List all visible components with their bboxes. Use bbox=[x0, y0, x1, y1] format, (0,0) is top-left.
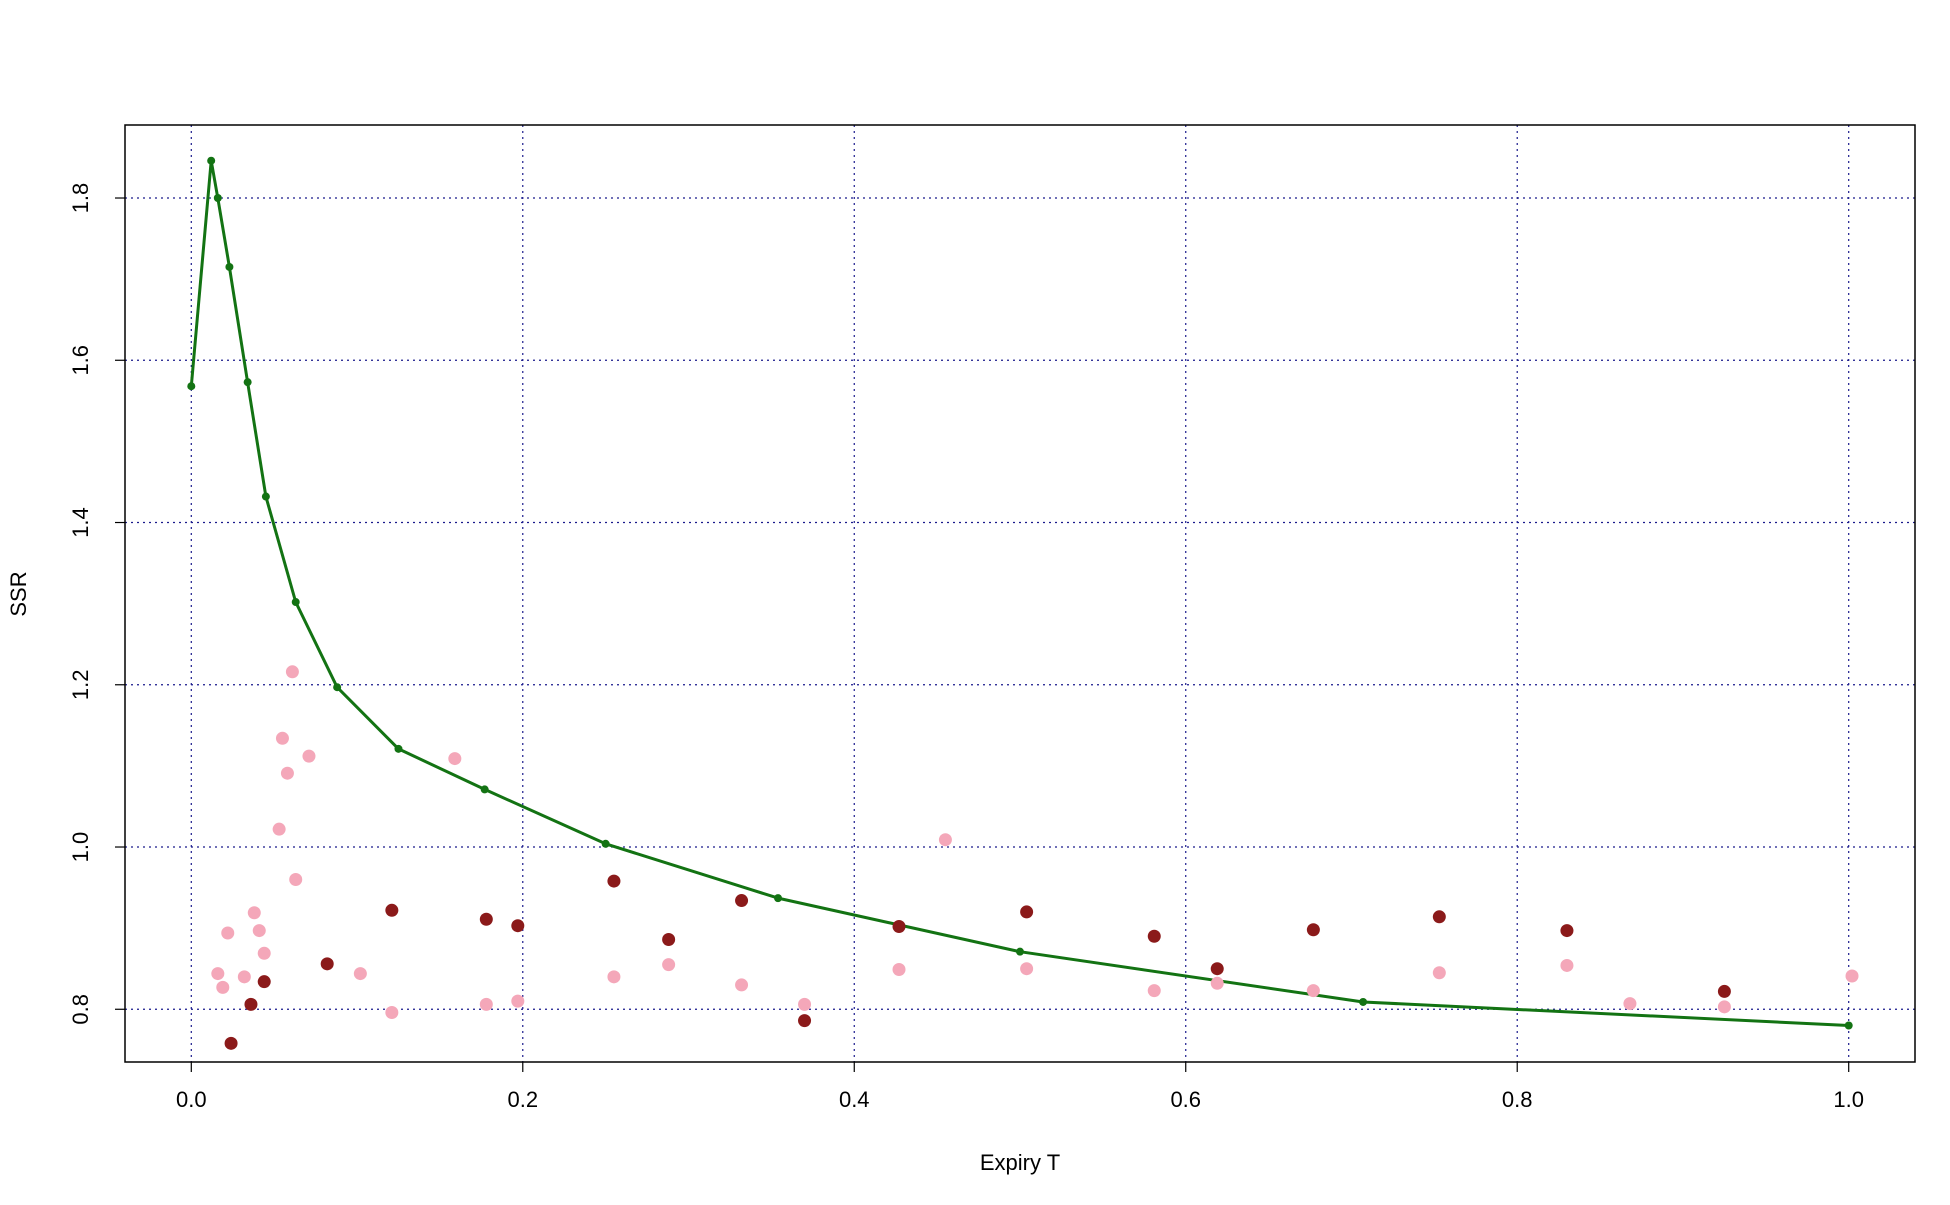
light-data-point bbox=[302, 749, 316, 763]
light-data-point bbox=[221, 926, 235, 940]
dark-data-point bbox=[1306, 923, 1320, 937]
curve-marker bbox=[1359, 997, 1368, 1006]
dark-data-point bbox=[257, 975, 271, 989]
dark-data-point bbox=[511, 919, 525, 933]
x-tick-label: 0.8 bbox=[1502, 1087, 1533, 1112]
fitted-curve-line bbox=[189, 159, 1849, 1027]
curve-marker bbox=[394, 744, 403, 753]
dark-data-point bbox=[892, 920, 906, 934]
grid-layer bbox=[125, 125, 1915, 1062]
y-tick-label: 1.8 bbox=[68, 183, 93, 214]
light-data-point bbox=[798, 997, 812, 1011]
light-data-point bbox=[252, 924, 266, 938]
dark-data-point bbox=[479, 912, 493, 926]
light-data-point bbox=[285, 665, 299, 679]
y-tick-label: 1.6 bbox=[68, 345, 93, 376]
light-data-point bbox=[211, 967, 225, 981]
y-tick-label: 1.0 bbox=[68, 832, 93, 863]
dark-data-point bbox=[385, 903, 399, 917]
x-axis-label: Expiry T bbox=[980, 1150, 1060, 1175]
curve-marker bbox=[213, 194, 222, 203]
light-data-point bbox=[1560, 958, 1574, 972]
dark-data-point bbox=[1717, 984, 1731, 998]
points-layer bbox=[211, 665, 1859, 1050]
light-data-point bbox=[735, 978, 749, 992]
x-tick-label: 1.0 bbox=[1833, 1087, 1864, 1112]
dark-data-point bbox=[735, 894, 749, 908]
y-tick-label: 0.8 bbox=[68, 994, 93, 1025]
light-data-point bbox=[289, 872, 303, 886]
light-data-point bbox=[1845, 969, 1859, 983]
y-tick-label: 1.4 bbox=[68, 507, 93, 538]
light-data-point bbox=[1020, 962, 1034, 976]
light-data-point bbox=[257, 946, 271, 960]
dark-data-point bbox=[607, 874, 621, 888]
dark-data-point bbox=[320, 957, 334, 971]
curve-marker bbox=[774, 894, 783, 903]
x-tick-label: 0.6 bbox=[1170, 1087, 1201, 1112]
light-data-point bbox=[280, 766, 294, 780]
light-data-point bbox=[1147, 984, 1161, 998]
light-data-point bbox=[511, 994, 525, 1008]
dark-data-point bbox=[1432, 910, 1446, 924]
dark-data-point bbox=[244, 997, 258, 1011]
dark-data-point bbox=[1147, 929, 1161, 943]
light-data-point bbox=[1623, 997, 1637, 1011]
light-data-point bbox=[272, 822, 286, 836]
light-data-point bbox=[1432, 966, 1446, 980]
light-data-point bbox=[216, 980, 230, 994]
light-data-point bbox=[247, 906, 261, 920]
light-data-point bbox=[1717, 1000, 1731, 1014]
light-data-point bbox=[1306, 984, 1320, 998]
light-data-point bbox=[1210, 976, 1224, 990]
dark-data-point bbox=[1560, 924, 1574, 938]
light-data-point bbox=[275, 731, 289, 745]
y-tick-label: 1.2 bbox=[68, 669, 93, 700]
dark-data-point bbox=[1020, 905, 1034, 919]
curve-marker bbox=[243, 378, 252, 387]
curve-marker bbox=[207, 156, 216, 165]
light-data-point bbox=[237, 970, 251, 984]
light-data-point bbox=[607, 970, 621, 984]
curve-marker bbox=[291, 598, 300, 607]
x-tick-label: 0.4 bbox=[839, 1087, 870, 1112]
dark-data-point bbox=[224, 1036, 238, 1050]
curve-layer bbox=[187, 156, 1853, 1030]
plot-frame bbox=[124, 124, 1916, 1063]
light-data-point bbox=[938, 833, 952, 847]
x-tick-label: 0.0 bbox=[176, 1087, 207, 1112]
curve-marker bbox=[1016, 947, 1024, 956]
curve-marker bbox=[333, 683, 342, 692]
light-data-point bbox=[892, 963, 906, 977]
axis-layer: 0.0 0.2 0.4 0.6 0.8 1.0 0.8 1.0 1.2 1.4 1.6 1.8 bbox=[68, 183, 1864, 1112]
light-data-point bbox=[448, 752, 462, 766]
curve-marker bbox=[1844, 1021, 1853, 1030]
light-data-point bbox=[353, 967, 367, 981]
light-data-point bbox=[662, 958, 676, 972]
light-data-point bbox=[385, 1006, 399, 1020]
light-data-point bbox=[479, 997, 493, 1011]
x-tick-label: 0.2 bbox=[507, 1087, 538, 1112]
dark-data-point bbox=[798, 1014, 812, 1028]
curve-marker bbox=[187, 382, 196, 391]
curve-marker bbox=[480, 785, 489, 794]
curve-marker bbox=[225, 262, 234, 271]
dark-data-point bbox=[1210, 962, 1224, 976]
dark-data-point bbox=[662, 933, 676, 947]
curve-marker bbox=[601, 839, 610, 848]
curve-marker bbox=[261, 492, 270, 501]
y-axis-label: SSR bbox=[6, 571, 31, 616]
